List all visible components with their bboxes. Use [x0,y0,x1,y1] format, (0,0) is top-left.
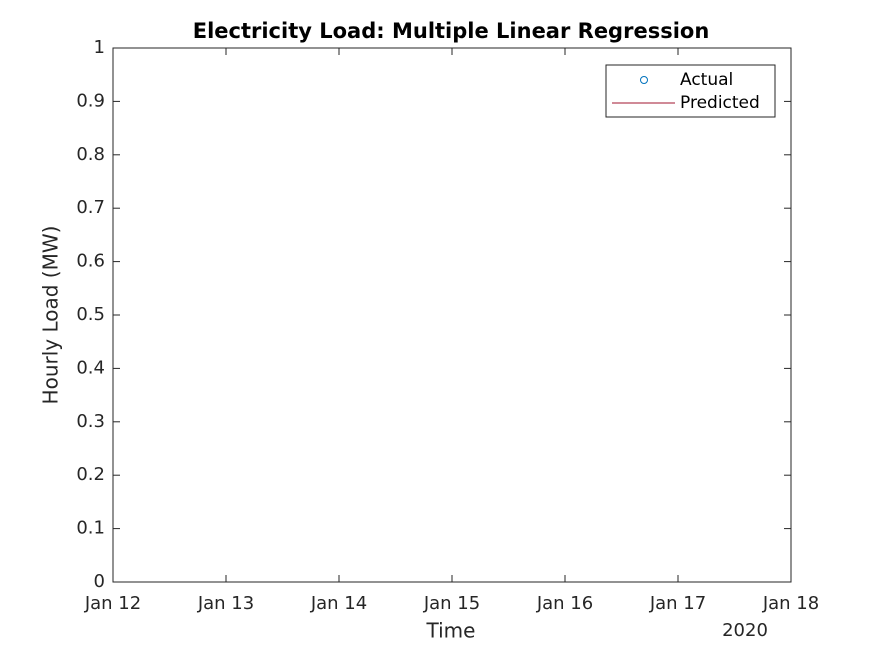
y-tick-label: 0.9 [76,90,105,111]
y-tick-label: 0.2 [76,464,105,485]
legend-box [605,64,776,118]
y-axis-label: Hourly Load (MW) [39,226,63,405]
y-tick-label: 0.1 [76,518,105,539]
y-tick-label: 0.7 [76,197,105,218]
x-tick-label: Jan 17 [649,593,706,614]
legend-label: Actual [680,70,733,90]
legend-label: Predicted [680,93,760,113]
x-tick-label: Jan 18 [762,593,819,614]
x-axis-label: Time [426,619,476,643]
x-tick-label: Jan 13 [197,593,254,614]
y-tick-label: 0 [94,571,105,592]
y-tick-label: 0.4 [76,357,105,378]
x-tick-label: Jan 14 [310,593,367,614]
y-tick-label: 0.8 [76,144,105,165]
y-tick-label: 0.6 [76,251,105,272]
x-tick-label: Jan 12 [84,593,141,614]
chart-title: Electricity Load: Multiple Linear Regres… [193,19,710,43]
y-tick-label: 0.3 [76,411,105,432]
x-tick-label: Jan 16 [536,593,593,614]
x-secondary-label: 2020 [722,620,768,641]
legend-marker [640,76,648,84]
y-tick-label: 0.5 [76,304,105,325]
y-tick-label: 1 [94,37,105,58]
x-tick-label: Jan 15 [423,593,480,614]
